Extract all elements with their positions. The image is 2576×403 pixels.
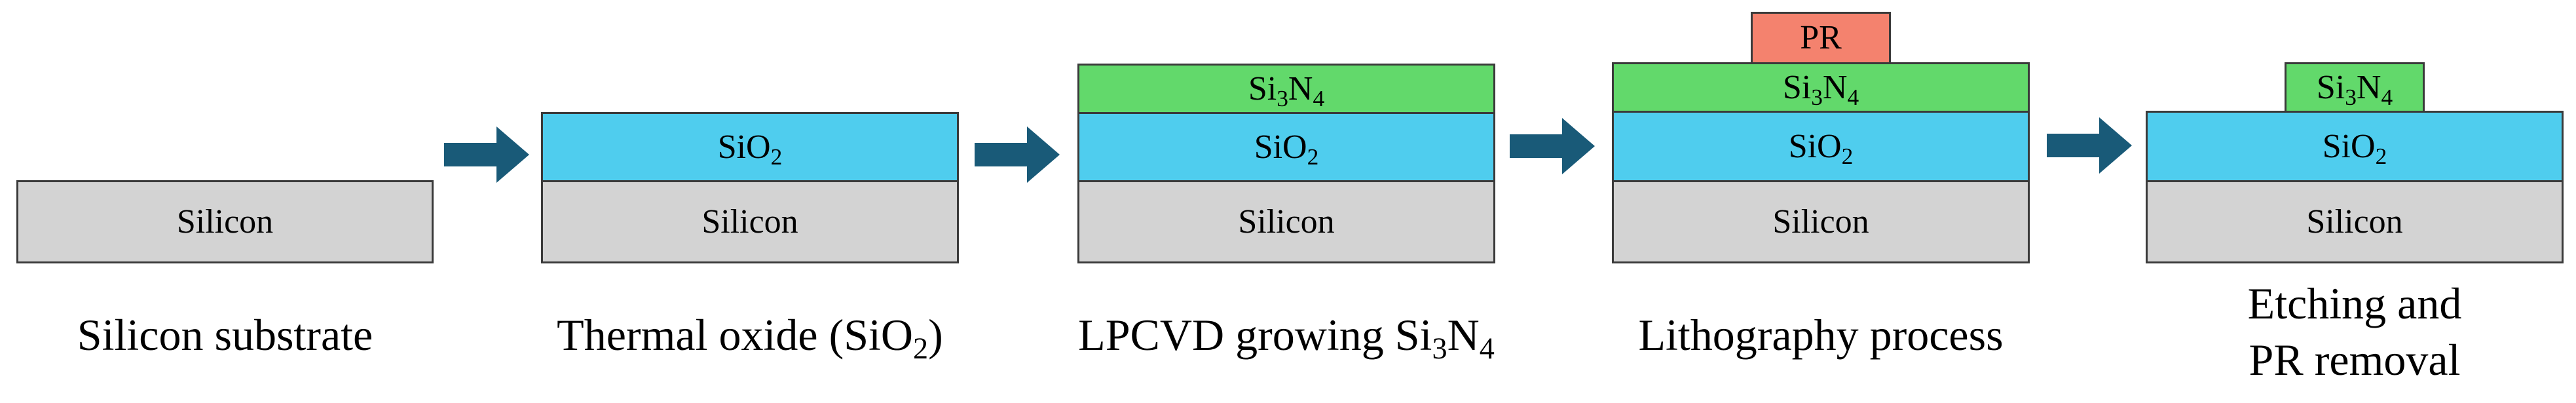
step-1-caption: Silicon substrate	[77, 310, 373, 360]
silicon-layer: Silicon	[1612, 180, 2030, 263]
step-3-caption: LPCVD growing Si3N4	[1078, 310, 1495, 366]
photoresist-label: PR	[1800, 19, 1842, 56]
right-arrow-icon	[975, 126, 1060, 183]
silicon-label: Silicon	[701, 202, 798, 240]
oxide-label: SiO2	[1788, 127, 1854, 169]
right-arrow-icon	[2047, 117, 2132, 174]
oxide-layer: SiO2	[1612, 111, 2030, 182]
oxide-layer: SiO2	[1077, 112, 1495, 182]
silicon-layer: Silicon	[1077, 180, 1495, 263]
silicon-layer: Silicon	[541, 180, 959, 263]
oxide-label: SiO2	[717, 128, 783, 170]
oxide-label: SiO2	[2322, 127, 2387, 169]
step-4-caption: Lithography process	[1638, 310, 2004, 360]
nitride-label: Si3N4	[1782, 68, 1859, 110]
step-5-caption: Etching and PR removal	[2247, 278, 2462, 385]
photoresist-layer: PR	[1751, 12, 1891, 64]
silicon-label: Silicon	[1772, 202, 1869, 240]
oxide-layer: SiO2	[541, 112, 959, 182]
silicon-layer: Silicon	[16, 180, 434, 263]
silicon-label: Silicon	[2306, 202, 2403, 240]
oxide-layer: SiO2	[2146, 111, 2564, 182]
right-arrow-icon	[1510, 118, 1595, 174]
nitride-label: Si3N4	[2316, 68, 2393, 110]
silicon-label: Silicon	[176, 202, 274, 240]
nitride-layer: Si3N4	[1612, 62, 2030, 113]
silicon-label: Silicon	[1238, 202, 1335, 240]
right-arrow-icon	[444, 126, 529, 183]
nitride-layer: Si3N4	[2285, 62, 2425, 113]
step-2-caption: Thermal oxide (SiO2)	[557, 310, 943, 366]
nitride-layer: Si3N4	[1077, 64, 1495, 114]
silicon-layer: Silicon	[2146, 180, 2564, 263]
oxide-label: SiO2	[1254, 128, 1319, 170]
nitride-label: Si3N4	[1248, 69, 1325, 111]
